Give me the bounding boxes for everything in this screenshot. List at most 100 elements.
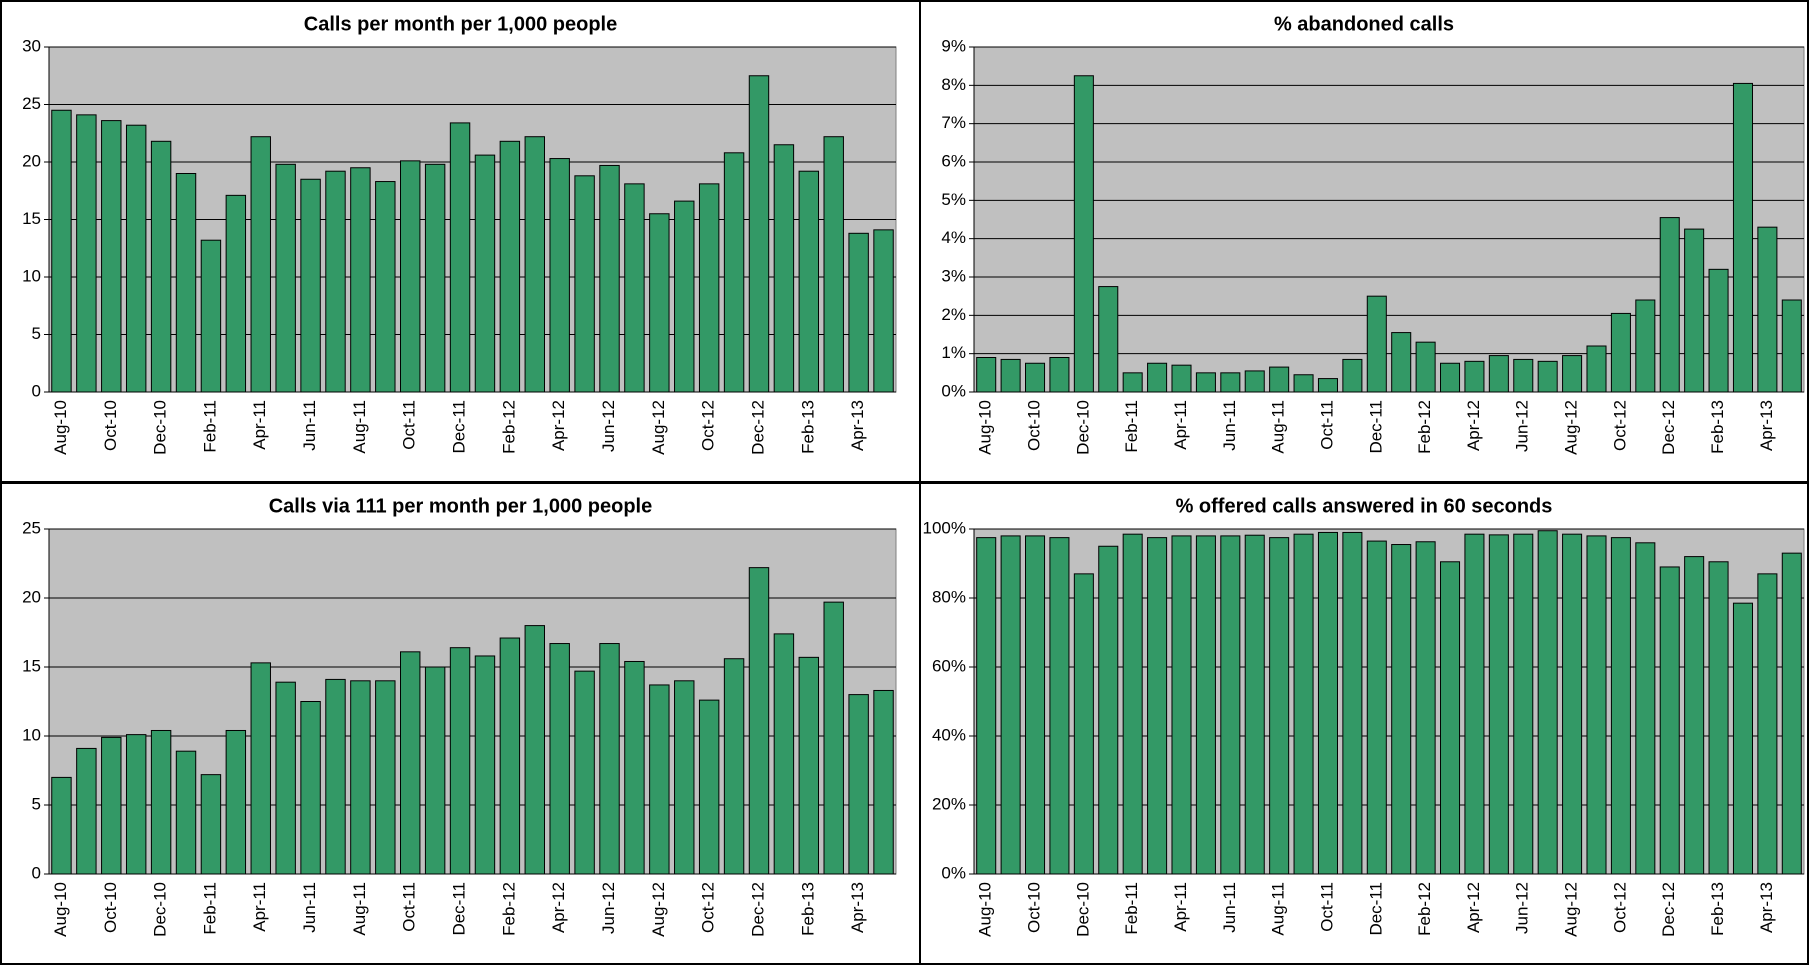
x-tick-label: Dec-11: [450, 400, 469, 454]
x-tick-label: Jun-11: [300, 882, 319, 933]
bar: [350, 167, 371, 393]
bar: [51, 109, 72, 393]
x-tick-label: Aug-12: [649, 882, 668, 937]
bar: [823, 136, 844, 393]
bar: [1317, 531, 1338, 875]
x-tick-label: Apr-12: [549, 882, 568, 933]
bar: [1415, 341, 1436, 393]
x-tick-label: Dec-11: [1366, 400, 1385, 454]
y-tick-label: 3%: [941, 266, 966, 285]
y-tick-label: 8%: [941, 75, 966, 94]
x-tick-label: Dec-12: [748, 882, 767, 937]
bar: [1366, 295, 1387, 393]
bar: [1269, 537, 1290, 875]
x-tick-label: Aug-12: [1562, 400, 1581, 455]
bar: [1464, 533, 1485, 875]
bar: [976, 537, 997, 875]
bar: [848, 694, 869, 875]
chart-panel: % abandoned calls 0% 1% 2% 3% 4% 5% 6% 7% 8% 9% Aug…: [919, 0, 1809, 483]
bar: [1684, 556, 1705, 875]
bar: [1415, 541, 1436, 875]
x-tick-label: Aug-12: [649, 400, 668, 455]
bar: [400, 160, 421, 393]
y-tick-label: 20: [22, 587, 41, 606]
x-tick-label: Oct-12: [699, 882, 718, 933]
bar: [150, 729, 172, 875]
x-tick-label: Dec-10: [151, 882, 170, 937]
bar: [649, 213, 670, 393]
bar: [1562, 355, 1583, 393]
bar: [1635, 299, 1656, 393]
x-tick-label: Dec-10: [151, 400, 170, 455]
bar: [549, 643, 570, 875]
bar: [823, 601, 844, 875]
bar: [1073, 573, 1094, 875]
bar: [1513, 533, 1534, 875]
bar: [574, 175, 595, 393]
bar: [1610, 537, 1631, 875]
bar: [1659, 217, 1680, 393]
x-tick-label: Feb-12: [1415, 882, 1434, 936]
bar: [51, 776, 72, 875]
chart-panel: % offered calls answered in 60 seconds 0%…: [919, 482, 1809, 965]
bar: [599, 643, 620, 875]
chart-title: Calls via 111 per month per 1,000 people: [269, 495, 653, 517]
bar: [873, 689, 894, 875]
x-tick-label: Apr-12: [1464, 882, 1483, 933]
bar: [723, 658, 745, 875]
x-tick-label: Feb-11: [1122, 882, 1141, 935]
bar: [1269, 366, 1290, 393]
bar: [674, 680, 695, 875]
x-tick-label: Oct-11: [1317, 400, 1336, 450]
x-tick-label: Feb-13: [1708, 882, 1727, 936]
bar: [275, 163, 296, 393]
bar: [1464, 360, 1485, 393]
bar: [1025, 535, 1046, 875]
bar: [200, 774, 222, 875]
bar: [698, 183, 720, 393]
bar: [474, 655, 496, 875]
bar: [76, 747, 97, 875]
bar: [1147, 537, 1168, 875]
bar: [101, 120, 122, 393]
bar: [175, 750, 197, 875]
bar: [1757, 226, 1778, 393]
x-tick-label: Apr-13: [848, 882, 867, 933]
y-tick-label: 25: [22, 94, 41, 113]
x-tick-label: Feb-11: [1122, 400, 1141, 453]
bar: [499, 140, 521, 393]
bar: [624, 660, 645, 875]
bar: [275, 681, 296, 875]
bar: [350, 680, 371, 875]
y-tick-label: 20: [22, 151, 41, 170]
y-tick-label: 4%: [941, 228, 966, 247]
x-tick-label: Feb-12: [1415, 400, 1434, 454]
x-tick-label: Dec-12: [1659, 400, 1678, 455]
bar: [1537, 360, 1558, 393]
x-tick-label: Jun-11: [1220, 882, 1239, 933]
bar: [325, 170, 346, 393]
bar: [1171, 364, 1192, 393]
x-tick-label: Jun-12: [599, 882, 618, 934]
chart-title: % offered calls answered in 60 seconds: [1176, 495, 1553, 517]
bar: [1781, 552, 1802, 875]
bar: [1610, 312, 1631, 393]
bar: [599, 164, 620, 393]
x-tick-label: Apr-11: [1171, 400, 1190, 450]
y-tick-label: 100%: [923, 518, 966, 537]
x-tick-label: Feb-12: [499, 882, 518, 936]
x-tick-label: Jun-12: [1513, 882, 1532, 934]
x-tick-label: Jun-11: [1220, 400, 1239, 451]
bar: [1757, 573, 1778, 875]
bar: [1488, 534, 1509, 875]
x-tick-label: Feb-11: [200, 882, 219, 935]
bar: [1000, 535, 1021, 875]
chart-title: Calls per month per 1,000 people: [304, 13, 617, 35]
bar: [1317, 378, 1338, 393]
bar: [1122, 533, 1143, 875]
bar: [1366, 540, 1387, 875]
y-tick-label: 0%: [941, 381, 966, 400]
x-tick-label: Feb-12: [499, 400, 518, 454]
bar: [1147, 362, 1168, 393]
